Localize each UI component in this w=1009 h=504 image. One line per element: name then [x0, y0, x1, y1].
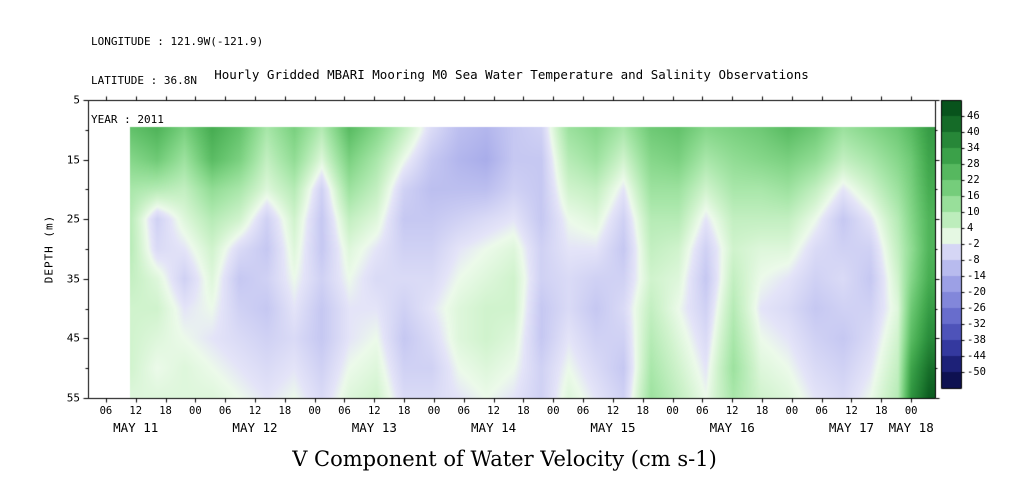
- x-axis-day-label: MAY 14: [471, 420, 517, 435]
- x-axis-hour-tick-label: 18: [159, 405, 172, 417]
- colorbar-tick-label: -20: [967, 286, 986, 298]
- colorbar-tick-label: 10: [967, 206, 980, 218]
- header-longitude: LONGITUDE : 121.9W(-121.9): [91, 35, 264, 48]
- x-axis-hour-tick-label: 06: [576, 405, 590, 417]
- colorbar-tick-label: 40: [967, 126, 980, 138]
- x-axis-hour-tick-label: 18: [874, 405, 888, 417]
- x-axis-hour-tick-label: 00: [666, 405, 679, 417]
- x-axis-hour-tick-label: 18: [517, 405, 530, 417]
- x-axis-day-label: MAY 18: [888, 420, 934, 435]
- x-axis-hour-tick-label: 00: [427, 405, 441, 417]
- y-axis-tick-label: 5: [73, 93, 80, 107]
- x-axis-day-label: MAY 17: [828, 420, 875, 435]
- y-axis-tick-label: 35: [66, 272, 80, 286]
- y-axis-tick-label: 55: [66, 391, 80, 405]
- header-info: LONGITUDE : 121.9W(-121.9) LATITUDE : 36…: [91, 9, 263, 152]
- colorbar-tick-label: -2: [967, 238, 980, 250]
- y-axis-tick-label: 45: [66, 331, 80, 345]
- x-axis-hour-tick-label: 12: [845, 405, 858, 417]
- header-year: YEAR : 2011: [91, 113, 164, 126]
- colorbar-tick-label: -50: [967, 366, 986, 378]
- x-axis-hour-tick-label: 12: [725, 405, 739, 417]
- x-axis-hour-tick-label: 18: [278, 405, 292, 417]
- colorbar-tick-label: -26: [967, 302, 986, 314]
- colorbar-tick-label: 4: [967, 222, 974, 234]
- colorbar-tick-label: -38: [967, 334, 986, 346]
- colorbar-tick-label: -44: [967, 350, 986, 362]
- x-axis-hour-tick-label: 06: [696, 405, 709, 417]
- colorbar-tick-label: 16: [967, 190, 980, 202]
- colorbar-tick-label: -32: [967, 318, 986, 330]
- x-axis-day-label: MAY 15: [590, 420, 636, 435]
- x-axis-hour-tick-label: 12: [367, 405, 381, 417]
- x-axis-hour-tick-label: 06: [815, 405, 828, 417]
- colorbar-tick-label: -8: [967, 254, 980, 266]
- x-axis-hour-tick-label: 12: [248, 405, 262, 417]
- y-axis-label: DEPTH (m): [42, 214, 56, 284]
- y-axis-tick-label: 25: [66, 212, 80, 226]
- x-axis-day-label: MAY 13: [351, 420, 397, 435]
- x-axis-hour-tick-label: 18: [397, 405, 411, 417]
- x-axis-hour-tick-label: 12: [487, 405, 500, 417]
- x-axis-hour-tick-label: 00: [189, 405, 202, 417]
- y-axis-tick-label: 15: [66, 153, 80, 167]
- x-axis-hour-tick-label: 00: [785, 405, 799, 417]
- chart-title: Hourly Gridded MBARI Mooring M0 Sea Wate…: [214, 67, 809, 82]
- colorbar-tick-label: 28: [967, 158, 980, 170]
- x-axis-hour-tick-label: 06: [338, 405, 351, 417]
- x-axis-hour-tick-label: 00: [546, 405, 560, 417]
- x-axis-day-label: MAY 12: [232, 420, 278, 435]
- x-axis-hour-tick-label: 18: [636, 405, 650, 417]
- colorbar-tick-label: -14: [967, 270, 986, 282]
- x-axis-hour-tick-label: 12: [606, 405, 620, 417]
- x-axis-hour-tick-label: 06: [218, 405, 232, 417]
- x-axis-day-label: MAY 11: [113, 420, 159, 435]
- colorbar-tick-label: 46: [967, 110, 980, 122]
- x-axis-hour-tick-label: 00: [308, 405, 321, 417]
- colorbar-tick-label: 34: [967, 142, 980, 154]
- x-axis-hour-tick-label: 12: [129, 405, 143, 417]
- x-axis-hour-tick-label: 18: [755, 405, 769, 417]
- colorbar-tick-label: 22: [967, 174, 980, 186]
- bottom-title: V Component of Water Velocity (cm s-1): [292, 447, 717, 471]
- x-axis-hour-tick-label: 00: [904, 405, 918, 417]
- header-latitude: LATITUDE : 36.8N: [91, 74, 197, 87]
- x-axis-hour-tick-label: 06: [457, 405, 471, 417]
- x-axis-day-label: MAY 16: [709, 420, 755, 435]
- x-axis-hour-tick-label: 06: [99, 405, 113, 417]
